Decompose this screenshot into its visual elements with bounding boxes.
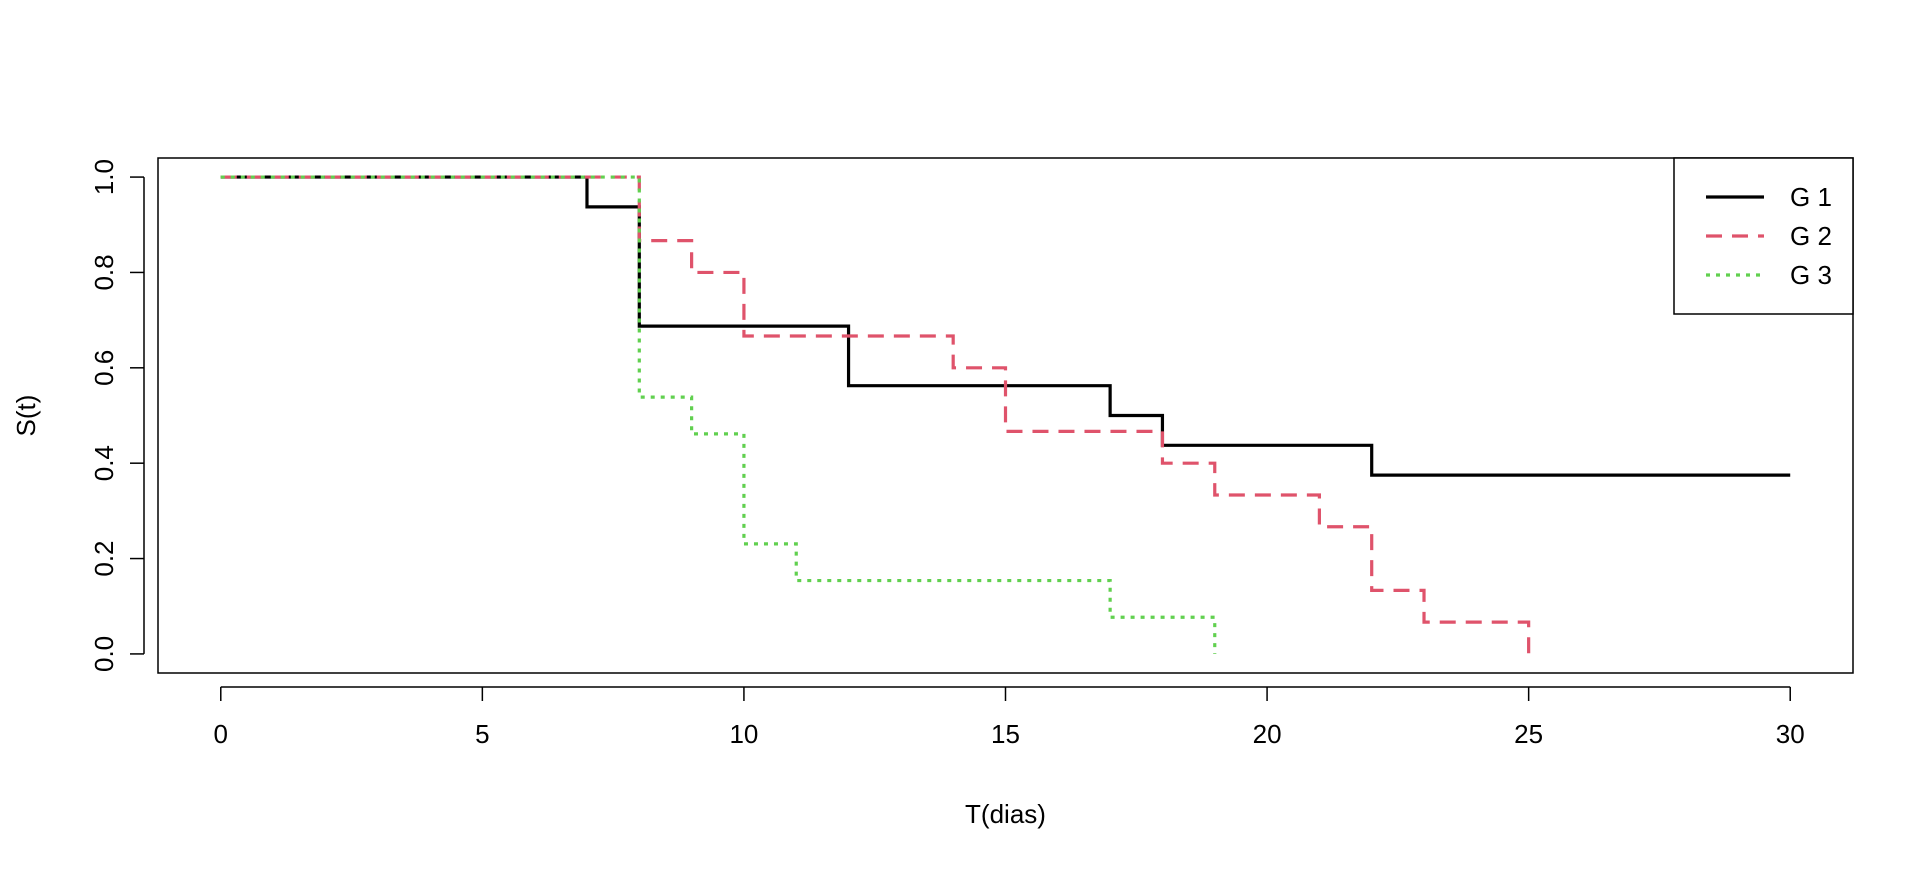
legend: G 1 G 2 G 3 bbox=[1673, 157, 1854, 315]
x-tick-label: 20 bbox=[1253, 719, 1282, 749]
y-tick-label: 0.2 bbox=[89, 540, 119, 576]
legend-label-g1: G 1 bbox=[1790, 182, 1832, 212]
x-axis-label: T(dias) bbox=[965, 799, 1046, 829]
series-line-g1 bbox=[220, 175, 1791, 477]
series-group bbox=[220, 175, 1791, 654]
x-tick-label: 0 bbox=[214, 719, 228, 749]
series-line-g2 bbox=[220, 175, 1531, 654]
axes-group: 0 5 10 15 20 25 30 0.0 0.2 0.4 0.6 0.8 1.0 bbox=[89, 159, 1805, 749]
x-tick-label: 15 bbox=[991, 719, 1020, 749]
legend-label-g3: G 3 bbox=[1790, 260, 1832, 290]
x-tick-label: 25 bbox=[1514, 719, 1543, 749]
series-line-g3 bbox=[220, 175, 1217, 654]
plot-frame bbox=[157, 157, 1854, 674]
y-axis-label: S(t) bbox=[11, 395, 41, 437]
y-tick-label: 0.0 bbox=[89, 636, 119, 672]
y-tick-label: 0.4 bbox=[89, 445, 119, 481]
legend-label-g2: G 2 bbox=[1790, 221, 1832, 251]
x-tick-label: 30 bbox=[1776, 719, 1805, 749]
x-tick-label: 5 bbox=[475, 719, 489, 749]
y-tick-label: 1.0 bbox=[89, 159, 119, 195]
y-tick-label: 0.6 bbox=[89, 350, 119, 386]
y-tick-label: 0.8 bbox=[89, 254, 119, 290]
x-tick-label: 10 bbox=[729, 719, 758, 749]
